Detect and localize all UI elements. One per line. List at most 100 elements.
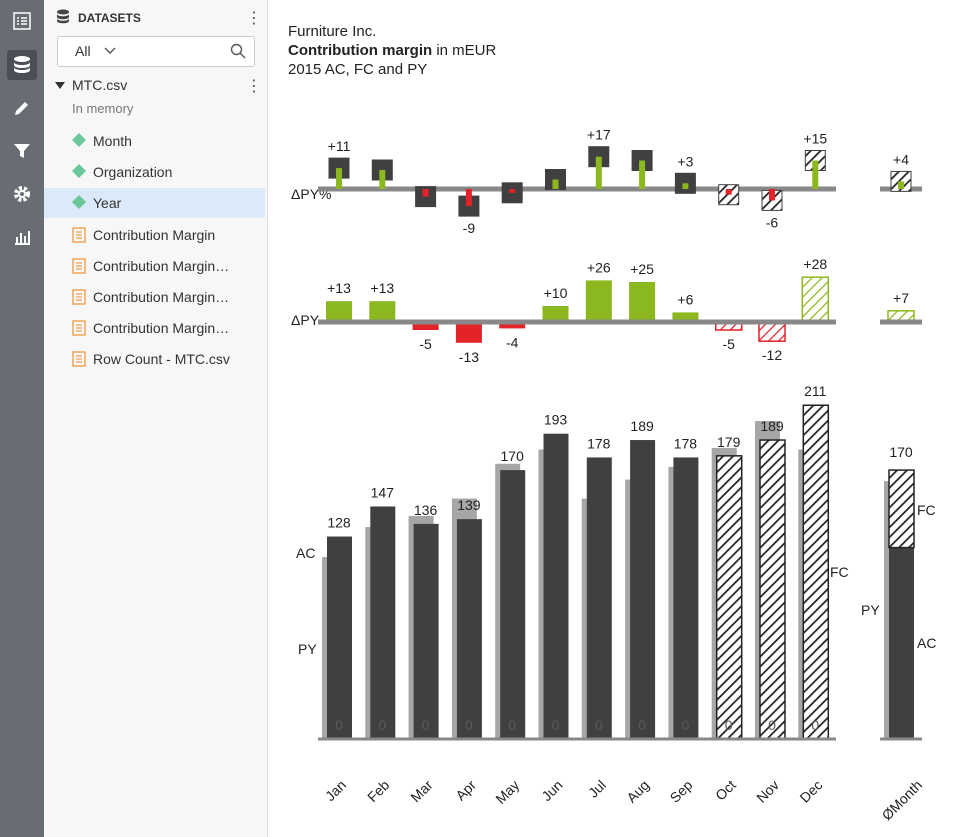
fc-bar xyxy=(759,439,786,740)
zero-label: 0 xyxy=(378,717,386,733)
value-label: 211 xyxy=(804,383,827,399)
ac-bar xyxy=(456,519,482,739)
value-label: 147 xyxy=(371,484,395,500)
value-label: 170 xyxy=(889,444,913,460)
py-bar xyxy=(625,479,651,739)
filter-box[interactable]: All xyxy=(57,36,255,67)
ac-bar xyxy=(543,433,569,739)
field-item[interactable]: Month xyxy=(44,126,265,156)
expand-icon[interactable] xyxy=(55,82,65,90)
field-item[interactable]: Contribution Margin xyxy=(44,220,265,250)
zero-label: 0 xyxy=(422,717,430,733)
series-label: AC xyxy=(296,545,315,561)
value-label: 136 xyxy=(414,502,438,518)
pin-stem xyxy=(379,170,386,189)
value-label: +26 xyxy=(587,259,611,275)
value-label: -5 xyxy=(419,336,432,352)
pin-head xyxy=(674,172,696,194)
x-tick-label: Feb xyxy=(364,777,393,806)
list-icon[interactable] xyxy=(7,6,37,36)
field-name: Contribution Margin… xyxy=(93,257,230,274)
field-name: Contribution Margin… xyxy=(93,320,230,337)
pin-stem xyxy=(898,181,904,189)
x-tick-label: ØMonth xyxy=(879,777,926,824)
value-label: 170 xyxy=(501,448,525,464)
value-label: 179 xyxy=(717,434,741,450)
x-tick-label: Sep xyxy=(667,777,696,806)
field-item[interactable]: Contribution Margin… xyxy=(44,313,265,343)
datasets-icon[interactable] xyxy=(7,50,37,80)
value-label: 139 xyxy=(457,497,481,513)
datasets-panel: DATASETS ⋮ All MTC.csv ⋮ In memory Month… xyxy=(44,0,268,837)
field-item[interactable]: Contribution Margin… xyxy=(44,282,265,312)
pin-stem xyxy=(639,160,646,189)
dimension-icon xyxy=(72,195,86,210)
dataset-name[interactable]: MTC.csv xyxy=(72,77,128,93)
pin-head xyxy=(545,169,566,190)
bar xyxy=(629,282,656,322)
field-item[interactable]: Organization xyxy=(44,157,265,187)
py-bar xyxy=(538,449,564,739)
measure-icon xyxy=(72,320,86,336)
field-item[interactable]: Row Count - MTC.csv xyxy=(44,344,265,374)
measure: Contribution margin xyxy=(288,42,433,59)
bar xyxy=(801,276,830,323)
zero-label: 0 xyxy=(508,717,516,733)
py-bar xyxy=(408,515,434,739)
measure-icon xyxy=(72,351,86,368)
x-tick-label: Jan xyxy=(322,777,349,804)
field-name: Organization xyxy=(93,164,173,181)
x-tick-label: Apr xyxy=(452,777,479,804)
value-label: +3 xyxy=(677,153,693,169)
pin-head xyxy=(458,195,480,217)
measure-icon xyxy=(72,226,86,243)
x-tick-label: Aug xyxy=(623,777,652,806)
py-bar xyxy=(884,481,909,739)
fc-bar xyxy=(888,469,915,549)
pin-stem xyxy=(812,160,819,189)
dataset-note: In memory xyxy=(72,101,134,116)
settings-icon[interactable] xyxy=(7,179,37,209)
field-item[interactable]: Contribution Margin… xyxy=(44,251,265,281)
ac-bar xyxy=(327,536,352,739)
edit-icon[interactable] xyxy=(7,93,37,123)
pin-stem xyxy=(769,189,775,201)
x-tick-label: May xyxy=(492,777,522,807)
pin-stem xyxy=(336,168,342,189)
panel-menu[interactable]: ⋮ xyxy=(246,10,262,27)
x-tick-label: Dec xyxy=(796,777,825,806)
value-label: -12 xyxy=(762,347,782,363)
ac-bar xyxy=(413,523,439,739)
value-label: 189 xyxy=(760,418,784,434)
zero-label: 0 xyxy=(768,717,776,733)
pin-head xyxy=(371,159,393,181)
value-label: -9 xyxy=(463,220,476,236)
bar xyxy=(412,322,439,330)
bar xyxy=(499,322,526,329)
dataset-menu[interactable]: ⋮ xyxy=(246,78,262,95)
filter-icon[interactable] xyxy=(7,136,37,166)
pin-stem xyxy=(509,189,516,193)
py-bar xyxy=(581,498,607,739)
value-label: 178 xyxy=(587,435,611,451)
value-label: +7 xyxy=(893,290,909,306)
ac-bar xyxy=(630,440,656,739)
value-label: +13 xyxy=(327,280,351,296)
value-label: 128 xyxy=(327,515,351,531)
pin-head xyxy=(328,157,350,179)
company: Furniture Inc. xyxy=(288,23,377,40)
analytics-icon[interactable] xyxy=(7,222,37,252)
field-item[interactable]: Year xyxy=(44,188,265,219)
pin-stem xyxy=(595,156,602,189)
pin-stem xyxy=(682,183,689,189)
value-label: +15 xyxy=(803,131,827,147)
bar xyxy=(758,321,786,342)
pin-stem xyxy=(465,189,472,207)
pin-head xyxy=(761,189,783,211)
fc-bar xyxy=(802,404,830,740)
field-name: Contribution Margin xyxy=(93,226,216,243)
field-name: Row Count - MTC.csv xyxy=(93,351,230,368)
x-tick-label: Jul xyxy=(585,777,609,801)
value-label: +25 xyxy=(630,261,654,277)
zero-label: 0 xyxy=(552,717,560,733)
